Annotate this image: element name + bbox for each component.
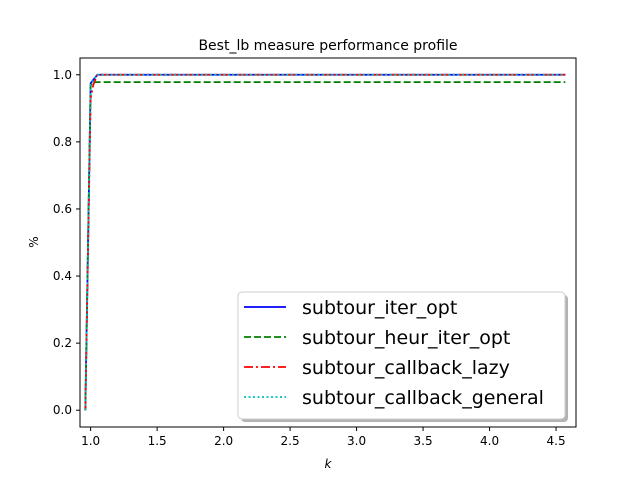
- y-axis-label: %: [27, 236, 41, 247]
- x-axis: 1.0 1.5 2.0 2.5 3.0 3.5 4.0 4.5: [81, 427, 566, 448]
- x-tick-label: 2.5: [281, 434, 300, 448]
- y-tick-label: 0.8: [53, 135, 72, 149]
- y-tick-label: 0.6: [53, 202, 72, 216]
- x-tick-label: 1.0: [81, 434, 100, 448]
- y-tick-label: 0.4: [53, 269, 72, 283]
- plot-frame: [79, 57, 577, 428]
- x-tick-label: 1.5: [148, 434, 167, 448]
- x-tick-label: 3.5: [414, 434, 433, 448]
- legend-label-subtour-heur-iter-opt: subtour_heur_iter_opt: [302, 327, 510, 349]
- series-line-subtour-callback-general: [84, 73, 566, 411]
- y-tick-label: 0.0: [53, 403, 72, 417]
- y-tick-label: 0.2: [53, 336, 72, 350]
- legend-label-subtour-callback-general: subtour_callback_general: [302, 387, 544, 409]
- legend-box: [237, 291, 566, 420]
- x-axis-label: k: [325, 457, 333, 471]
- x-tick-label: 3.0: [347, 434, 366, 448]
- y-axis: 0.0 0.2 0.4 0.6 0.8 1.0: [53, 68, 80, 417]
- x-tick-label: 4.5: [547, 434, 566, 448]
- x-tick-label: 2.0: [214, 434, 233, 448]
- legend-label-subtour-callback-lazy: subtour_callback_lazy: [302, 357, 510, 379]
- legend-label-subtour-iter-opt: subtour_iter_opt: [302, 297, 457, 319]
- legend: subtour_iter_opt subtour_heur_iter_optsub…: [237, 291, 568, 422]
- plot-area: [79, 57, 577, 428]
- x-tick-label: 4.0: [480, 434, 499, 448]
- chart-title: Best_lb measure performance profile: [198, 38, 457, 54]
- y-tick-label: 1.0: [53, 68, 72, 82]
